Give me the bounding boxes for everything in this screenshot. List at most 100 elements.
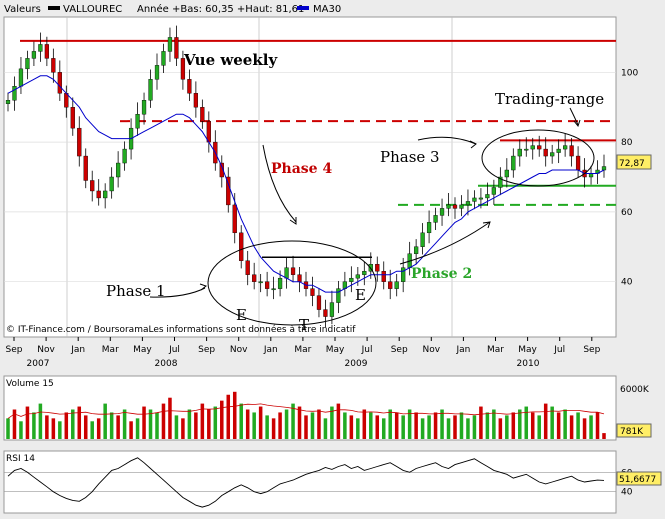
x-tick-label: Jan — [455, 345, 470, 355]
candle-up — [135, 113, 140, 129]
price-y-ticks: 40 60 80 100 — [621, 68, 638, 287]
candle-up — [530, 145, 535, 150]
candle-up — [167, 37, 173, 52]
volume-bar — [349, 415, 354, 439]
volume-bar — [356, 418, 360, 439]
candle-down — [575, 155, 581, 171]
arrowhead-phase1 — [199, 283, 208, 291]
volume-bar — [265, 415, 269, 439]
volume-tick-6000k: 6000K — [620, 385, 650, 395]
arrow-phase2 — [399, 221, 491, 265]
volume-bar — [420, 418, 425, 439]
volume-bar — [142, 406, 146, 439]
volume-last-value: 781K — [620, 427, 644, 437]
volume-bar — [278, 412, 282, 439]
x-year-label: 2010 — [517, 359, 540, 369]
volume-bar — [543, 403, 548, 439]
candle-up — [161, 51, 166, 66]
candle-down — [206, 120, 211, 143]
x-tick-label: May — [133, 345, 152, 355]
price-gridlines — [4, 17, 616, 337]
candle-up — [446, 204, 451, 209]
candle-down — [70, 107, 75, 129]
candle-down — [323, 309, 328, 317]
volume-bar — [116, 415, 120, 439]
candle-up — [550, 152, 555, 157]
price-last-value-tag — [616, 154, 652, 170]
volume-bar — [362, 409, 367, 439]
phase-arrows — [149, 107, 581, 298]
candles — [5, 25, 607, 328]
volume-bar — [226, 394, 231, 439]
price-panel — [3, 16, 617, 338]
candle-down — [57, 72, 62, 94]
volume-bar — [174, 415, 179, 439]
candle-down — [245, 260, 250, 275]
candle-up — [414, 246, 419, 254]
candle-down — [187, 79, 192, 94]
candle-up — [472, 197, 477, 202]
x-tick-label: Sep — [198, 345, 215, 355]
volume-bar — [207, 409, 211, 439]
annotation-vue-weekly: Vue weekly — [183, 51, 278, 69]
candle-up — [25, 58, 30, 70]
candle-down — [297, 274, 302, 282]
candle-down — [543, 148, 548, 157]
volume-bar — [161, 403, 166, 439]
volume-bar — [323, 418, 328, 439]
volume-bar — [109, 412, 114, 439]
volume-bar — [284, 409, 289, 439]
x-tick-label: Mar — [487, 345, 504, 355]
candle-up — [141, 100, 147, 115]
candle-up — [563, 145, 568, 150]
candle-up — [355, 274, 360, 279]
volume-bar — [64, 412, 69, 439]
volume-bar — [168, 397, 172, 439]
candle-up — [362, 271, 367, 275]
price-y-tick-label: 100 — [621, 68, 638, 78]
volume-bar — [407, 409, 412, 439]
candle-down — [83, 155, 88, 181]
volume-bar — [369, 412, 373, 439]
volume-bar — [394, 412, 399, 439]
candle-up — [277, 277, 283, 289]
volume-bar — [220, 400, 224, 439]
price-y-tick-label: 80 — [621, 138, 633, 148]
range-ellipse — [481, 129, 595, 187]
rsi-line — [7, 457, 605, 508]
volume-bar — [511, 412, 516, 439]
volume-bar — [252, 412, 256, 439]
volume-bar — [297, 406, 302, 439]
candle-up — [401, 267, 406, 282]
candle-down — [290, 267, 296, 275]
volume-panel — [3, 375, 617, 441]
candle-up — [258, 281, 263, 284]
candle-down — [388, 281, 393, 289]
volume-bar — [83, 415, 88, 439]
volume-bar — [466, 418, 470, 439]
candle-up — [588, 173, 594, 178]
volume-bar — [375, 415, 380, 439]
candle-up — [465, 201, 471, 206]
volume-bar — [135, 418, 140, 439]
volume-bar — [530, 412, 535, 439]
watermark: © IT-Finance.com / BoursoramaLes informa… — [6, 324, 356, 335]
volume-bar — [485, 412, 490, 439]
candle-up — [109, 176, 114, 192]
volume-bar — [569, 415, 574, 439]
volume-bar — [6, 418, 10, 439]
candle-up — [122, 148, 127, 164]
rsi-last-value-tag — [616, 471, 662, 486]
candle-up — [485, 194, 490, 199]
x-tick-label: Nov — [230, 345, 248, 355]
x-tick-label: Jul — [168, 345, 180, 355]
volume-bar — [317, 409, 321, 439]
volume-bar — [550, 406, 554, 439]
candle-down — [96, 190, 101, 199]
header-ticker: VALLOUREC — [63, 4, 122, 15]
volume-bar — [122, 409, 127, 439]
volume-bar — [602, 433, 606, 439]
volume-bar — [213, 406, 218, 439]
volume-bar — [589, 415, 593, 439]
